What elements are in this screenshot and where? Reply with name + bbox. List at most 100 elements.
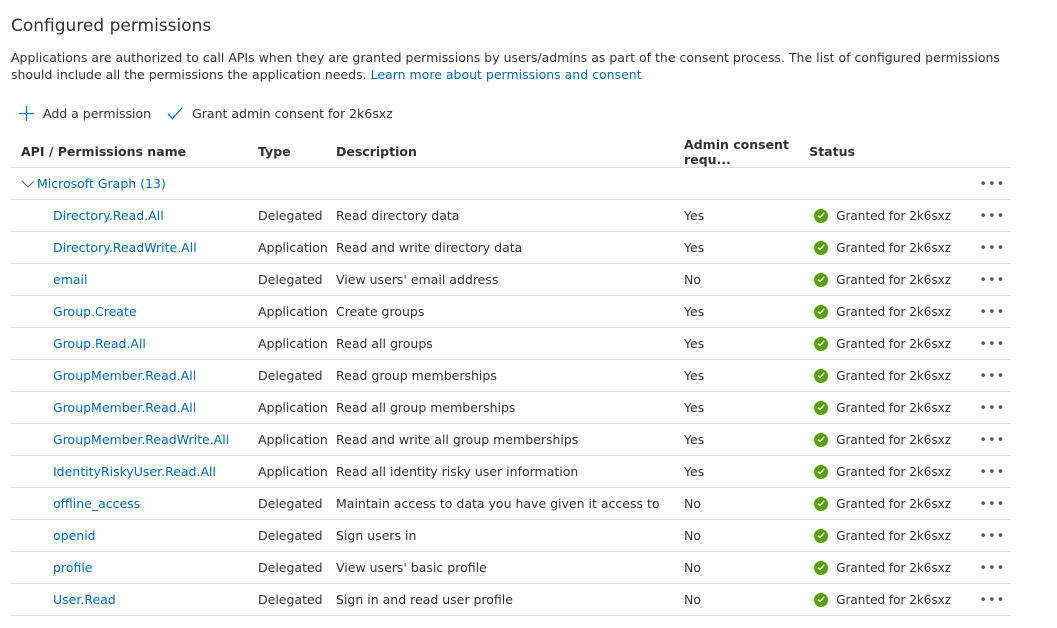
check-circle-icon (814, 368, 829, 383)
table-row: GroupMember.ReadWrite.All Application Re… (10, 423, 1011, 456)
more-options-icon[interactable]: ••• (979, 592, 1006, 608)
table-row: offline_access Delegated Maintain access… (10, 487, 1011, 520)
more-options-icon[interactable]: ••• (979, 304, 1006, 320)
permission-type: Delegated (258, 263, 337, 296)
status-text: Granted for 2k6sxz (836, 464, 952, 479)
permission-name-link[interactable]: Directory.ReadWrite.All (53, 240, 197, 255)
permission-description: Read all groups (336, 327, 685, 360)
more-options-icon[interactable]: ••• (979, 432, 1006, 448)
toolbar: Add a permission Grant admin consent for… (19, 106, 393, 121)
permission-type: Application (258, 391, 337, 424)
admin-consent-required: No (684, 583, 810, 616)
permission-type: Application (258, 231, 337, 264)
status-text: Granted for 2k6sxz (836, 272, 952, 287)
permission-name-link[interactable]: GroupMember.Read.All (53, 400, 197, 415)
permission-type: Delegated (258, 583, 337, 616)
admin-consent-required: Yes (684, 455, 810, 488)
check-circle-icon (814, 400, 829, 415)
check-circle-icon (814, 560, 829, 575)
permissions-table: API / Permissions name Type Description … (10, 136, 1011, 616)
status-badge: Granted for 2k6sxz (809, 496, 974, 511)
add-permission-button[interactable]: Add a permission (19, 106, 151, 121)
permission-type: Delegated (258, 519, 337, 552)
table-row: email Delegated View users' email addres… (10, 263, 1011, 296)
permission-name-link[interactable]: offline_access (53, 496, 141, 511)
status-text: Granted for 2k6sxz (836, 528, 952, 543)
column-header-description[interactable]: Description (336, 136, 685, 168)
more-options-icon[interactable]: ••• (979, 496, 1006, 512)
permission-name-link[interactable]: GroupMember.ReadWrite.All (53, 432, 230, 447)
intro-text: Applications are authorized to call APIs… (11, 49, 1021, 83)
permission-name-link[interactable]: IdentityRiskyUser.Read.All (53, 464, 216, 479)
status-badge: Granted for 2k6sxz (809, 592, 974, 607)
permission-description: View users' basic profile (336, 551, 685, 584)
table-row: IdentityRiskyUser.Read.All Application R… (10, 455, 1011, 488)
check-circle-icon (814, 464, 829, 479)
more-options-icon[interactable]: ••• (979, 560, 1006, 576)
admin-consent-required: Yes (684, 359, 810, 392)
table-row: Directory.ReadWrite.All Application Read… (10, 231, 1011, 264)
admin-consent-required: No (684, 551, 810, 584)
status-badge: Granted for 2k6sxz (809, 368, 974, 383)
permission-description: Read directory data (336, 199, 685, 232)
permission-description: Maintain access to data you have given i… (336, 487, 685, 520)
group-label[interactable]: Microsoft Graph (13) (37, 176, 166, 191)
more-options-icon[interactable]: ••• (979, 368, 1006, 384)
admin-consent-required: Yes (684, 199, 810, 232)
admin-consent-required: No (684, 487, 810, 520)
more-options-icon[interactable]: ••• (979, 176, 1006, 192)
more-options-icon[interactable]: ••• (979, 464, 1006, 480)
permission-name-link[interactable]: GroupMember.Read.All (53, 368, 197, 383)
permission-name-link[interactable]: email (53, 272, 88, 287)
permission-type: Application (258, 295, 337, 328)
more-options-icon[interactable]: ••• (979, 240, 1006, 256)
group-row-microsoft-graph[interactable]: Microsoft Graph (13) ••• (10, 167, 1011, 200)
permission-name-link[interactable]: Group.Read.All (53, 336, 146, 351)
admin-consent-required: Yes (684, 295, 810, 328)
column-header-admin-consent[interactable]: Admin consent requ... (684, 136, 810, 168)
admin-consent-required: Yes (684, 423, 810, 456)
permission-name-link[interactable]: openid (53, 528, 96, 543)
more-options-icon[interactable]: ••• (979, 272, 1006, 288)
check-circle-icon (814, 240, 829, 255)
status-badge: Granted for 2k6sxz (809, 400, 974, 415)
column-header-name[interactable]: API / Permissions name (10, 136, 258, 168)
table-row: Group.Create Application Create groups Y… (10, 295, 1011, 328)
more-options-icon[interactable]: ••• (979, 528, 1006, 544)
plus-icon (19, 106, 34, 121)
permission-name-link[interactable]: Group.Create (53, 304, 137, 319)
permission-name-link[interactable]: User.Read (53, 592, 116, 607)
permission-type: Delegated (258, 199, 337, 232)
permission-description: Read and write all group memberships (336, 423, 685, 456)
status-badge: Granted for 2k6sxz (809, 528, 974, 543)
chevron-down-icon[interactable] (21, 180, 35, 188)
more-options-icon[interactable]: ••• (979, 336, 1006, 352)
permission-type: Application (258, 423, 337, 456)
status-text: Granted for 2k6sxz (836, 592, 952, 607)
table-row: User.Read Delegated Sign in and read use… (10, 583, 1011, 616)
status-text: Granted for 2k6sxz (836, 560, 952, 575)
table-row: openid Delegated Sign users in No Grante… (10, 519, 1011, 552)
check-circle-icon (814, 528, 829, 543)
more-options-icon[interactable]: ••• (979, 208, 1006, 224)
learn-more-link[interactable]: Learn more about permissions and consent (370, 67, 642, 82)
status-badge: Granted for 2k6sxz (809, 272, 974, 287)
more-options-icon[interactable]: ••• (979, 400, 1006, 416)
permission-name-link[interactable]: Directory.Read.All (53, 208, 164, 223)
status-text: Granted for 2k6sxz (836, 240, 952, 255)
add-permission-label: Add a permission (43, 106, 152, 121)
table-row: GroupMember.Read.All Application Read al… (10, 391, 1011, 424)
status-text: Granted for 2k6sxz (836, 336, 952, 351)
admin-consent-required: No (684, 263, 810, 296)
permission-description: Read all group memberships (336, 391, 685, 424)
status-badge: Granted for 2k6sxz (809, 432, 974, 447)
status-text: Granted for 2k6sxz (836, 368, 952, 383)
permission-name-link[interactable]: profile (53, 560, 93, 575)
status-badge: Granted for 2k6sxz (809, 304, 974, 319)
status-text: Granted for 2k6sxz (836, 496, 952, 511)
column-header-status[interactable]: Status (809, 136, 974, 168)
grant-admin-consent-button[interactable]: Grant admin consent for 2k6sxz (167, 106, 393, 121)
column-header-type[interactable]: Type (258, 136, 337, 168)
table-row: Directory.Read.All Delegated Read direct… (10, 199, 1011, 232)
